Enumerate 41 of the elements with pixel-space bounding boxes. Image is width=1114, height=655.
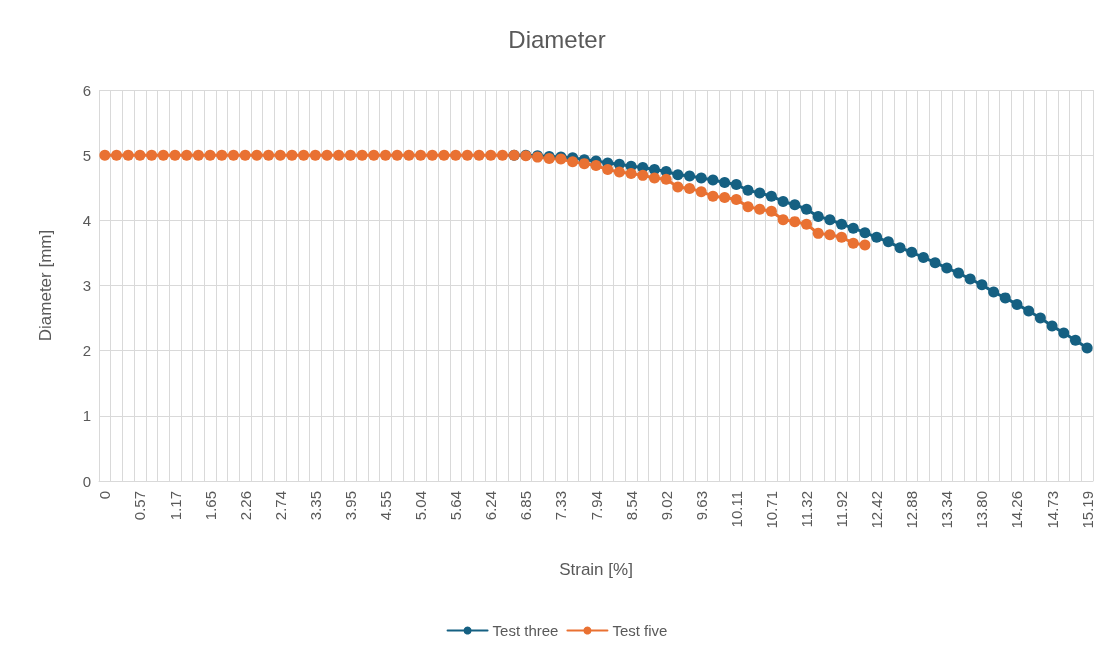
- x-tick-label: 14.73: [1043, 491, 1061, 529]
- x-tick-label: 12.88: [903, 491, 921, 529]
- x-tick-label: 11.92: [833, 491, 851, 528]
- x-axis-title: Strain [%]: [559, 560, 633, 579]
- x-tick-label: 5.04: [412, 491, 430, 521]
- x-tick-label: 2.74: [271, 491, 289, 521]
- y-tick-label: 3: [82, 277, 91, 294]
- legend-label: Test three: [492, 622, 559, 639]
- x-tick-label: 5.64: [447, 491, 465, 521]
- x-tick-label: 13.34: [938, 491, 956, 529]
- x-tick-label: 0.57: [131, 491, 149, 521]
- y-tick-label: 5: [82, 146, 91, 164]
- x-tick-label: 9.02: [657, 491, 675, 521]
- x-tick-label: 2.26: [236, 491, 254, 521]
- chart-title: Diameter: [508, 25, 606, 53]
- x-tick-label: 1.17: [166, 491, 184, 521]
- x-tick-label: 4.55: [377, 491, 395, 521]
- x-tick-label: 7.94: [587, 491, 605, 521]
- x-tick-label: 7.33: [552, 491, 570, 521]
- x-tick-label: 3.35: [306, 491, 324, 521]
- x-tick-label: 12.42: [868, 491, 886, 529]
- y-tick-label: 1: [82, 407, 91, 425]
- y-tick-label: 4: [82, 211, 91, 229]
- x-tick-label: 14.26: [1008, 491, 1026, 529]
- x-tick-label: 6.24: [482, 491, 500, 521]
- x-tick-label: 8.54: [622, 491, 640, 521]
- x-tick-label: 9.63: [692, 491, 710, 521]
- y-axis-title: Diameter [mm]: [36, 229, 55, 342]
- x-tick-label: 10.11: [727, 491, 745, 528]
- y-tick-label: 0: [82, 472, 91, 490]
- x-tick-label: 1.65: [201, 491, 219, 521]
- x-tick-label: 3.95: [341, 491, 359, 521]
- x-tick-label: 13.80: [973, 491, 991, 529]
- legend-label: Test five: [612, 622, 668, 639]
- x-tick-label: 6.85: [517, 491, 535, 521]
- x-tick-label: 11.32: [797, 491, 815, 528]
- y-tick-label: 2: [82, 342, 91, 360]
- x-tick-label: 15.19: [1078, 491, 1096, 529]
- x-tick-label: 0: [96, 491, 114, 500]
- x-tick-label: 10.71: [762, 491, 780, 529]
- y-tick-label: 6: [82, 81, 91, 99]
